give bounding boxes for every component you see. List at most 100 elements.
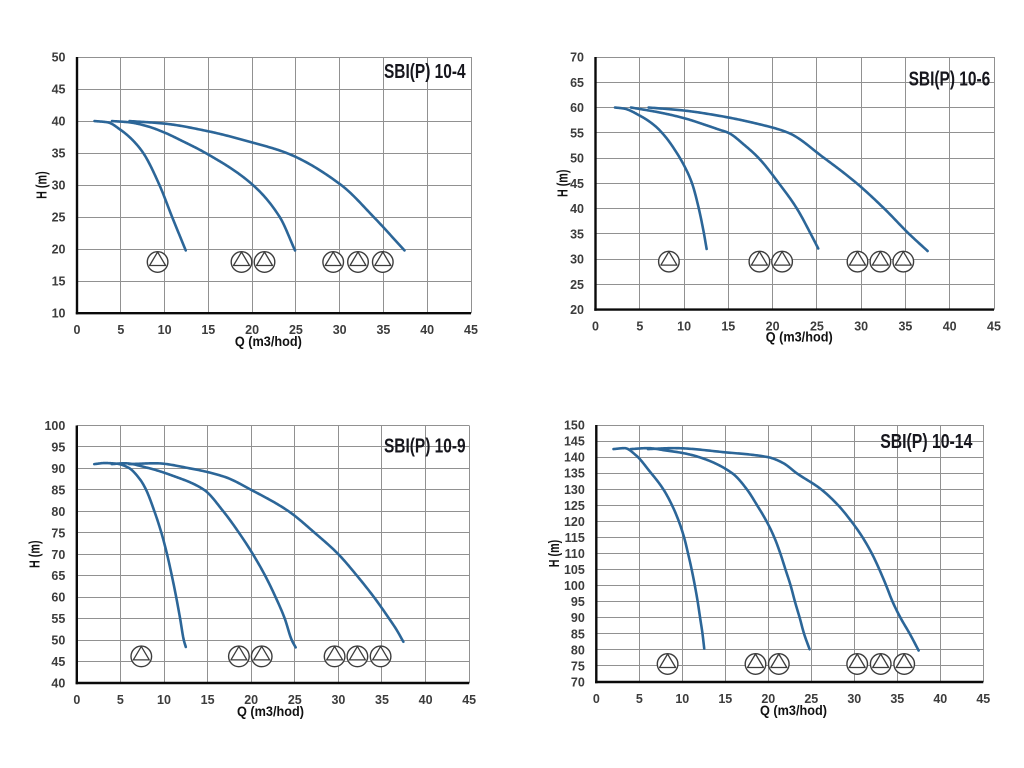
svg-text:0: 0 [593,692,600,706]
svg-text:105: 105 [564,563,585,577]
svg-text:20: 20 [52,243,66,257]
svg-text:50: 50 [51,634,65,648]
svg-text:120: 120 [564,515,585,529]
svg-text:35: 35 [376,323,390,337]
svg-text:135: 135 [564,467,585,481]
svg-text:125: 125 [564,499,585,513]
svg-text:50: 50 [570,152,584,166]
svg-text:20: 20 [766,320,780,334]
svg-text:15: 15 [718,692,732,706]
svg-text:10: 10 [157,693,171,707]
svg-text:100: 100 [564,579,585,593]
svg-text:10: 10 [677,320,691,334]
svg-text:20: 20 [761,692,775,706]
svg-text:Q (m3/hod): Q (m3/hod) [766,329,833,345]
svg-text:SBI(P) 10-4: SBI(P) 10-4 [384,61,466,83]
svg-text:35: 35 [898,320,912,334]
svg-text:85: 85 [571,627,585,641]
svg-text:0: 0 [592,320,599,334]
svg-text:10: 10 [158,323,172,337]
svg-text:0: 0 [74,323,81,337]
svg-text:Q (m3/hod): Q (m3/hod) [235,333,302,349]
svg-text:45: 45 [987,320,1001,334]
svg-text:40: 40 [419,693,433,707]
svg-text:15: 15 [52,275,66,289]
svg-text:10: 10 [52,307,66,321]
svg-text:55: 55 [570,126,584,140]
svg-text:45: 45 [52,83,66,97]
svg-text:95: 95 [51,441,65,455]
svg-text:SBI(P) 10-6: SBI(P) 10-6 [909,69,991,91]
svg-text:H (m): H (m) [546,540,563,568]
svg-text:SBI(P) 10-9: SBI(P) 10-9 [384,435,466,457]
svg-text:5: 5 [636,320,643,334]
svg-text:30: 30 [847,692,861,706]
svg-text:H (m): H (m) [27,540,44,568]
svg-text:0: 0 [73,693,80,707]
svg-text:70: 70 [570,51,584,65]
svg-text:40: 40 [570,202,584,216]
svg-text:40: 40 [51,677,65,691]
svg-text:150: 150 [564,419,585,433]
svg-text:35: 35 [52,147,66,161]
svg-text:55: 55 [51,612,65,626]
svg-text:30: 30 [570,253,584,267]
svg-text:40: 40 [420,323,434,337]
svg-text:45: 45 [976,692,990,706]
svg-text:25: 25 [289,323,303,337]
svg-text:145: 145 [564,435,585,449]
svg-text:30: 30 [331,693,345,707]
svg-text:20: 20 [244,693,258,707]
svg-text:35: 35 [375,693,389,707]
svg-text:5: 5 [117,693,124,707]
svg-text:20: 20 [570,303,584,317]
svg-text:85: 85 [51,483,65,497]
svg-text:10: 10 [675,692,689,706]
svg-text:60: 60 [51,591,65,605]
svg-text:15: 15 [201,323,215,337]
svg-text:5: 5 [636,692,643,706]
svg-text:65: 65 [570,76,584,90]
svg-text:Q (m3/hod): Q (m3/hod) [237,703,304,719]
svg-text:95: 95 [571,595,585,609]
svg-text:25: 25 [288,693,302,707]
svg-text:90: 90 [571,611,585,625]
svg-text:40: 40 [943,320,957,334]
svg-text:30: 30 [333,323,347,337]
svg-text:5: 5 [117,323,124,337]
svg-text:SBI(P) 10-14: SBI(P) 10-14 [880,431,973,453]
svg-text:80: 80 [571,643,585,657]
svg-text:60: 60 [570,101,584,115]
svg-text:70: 70 [51,548,65,562]
svg-text:25: 25 [52,211,66,225]
svg-text:35: 35 [570,227,584,241]
svg-text:25: 25 [804,692,818,706]
svg-text:130: 130 [564,483,585,497]
svg-text:110: 110 [565,547,585,561]
svg-text:140: 140 [564,451,585,465]
svg-text:70: 70 [571,676,585,690]
svg-text:80: 80 [51,505,65,519]
svg-text:100: 100 [44,419,65,433]
svg-text:45: 45 [462,693,476,707]
svg-text:90: 90 [51,462,65,476]
svg-text:50: 50 [52,51,66,65]
svg-text:40: 40 [933,692,947,706]
svg-text:15: 15 [201,693,215,707]
svg-text:Q (m3/hod): Q (m3/hod) [760,702,827,718]
svg-text:25: 25 [570,278,584,292]
svg-text:15: 15 [721,320,735,334]
svg-text:35: 35 [890,692,904,706]
svg-text:25: 25 [810,320,824,334]
svg-text:H (m): H (m) [34,171,51,199]
svg-text:45: 45 [570,177,584,191]
svg-text:45: 45 [464,323,478,337]
svg-text:45: 45 [51,655,65,669]
svg-text:40: 40 [52,115,66,129]
svg-text:20: 20 [245,323,259,337]
svg-text:65: 65 [51,569,65,583]
svg-text:75: 75 [51,526,65,540]
svg-text:115: 115 [565,531,585,545]
svg-text:30: 30 [52,179,66,193]
svg-text:30: 30 [854,320,868,334]
